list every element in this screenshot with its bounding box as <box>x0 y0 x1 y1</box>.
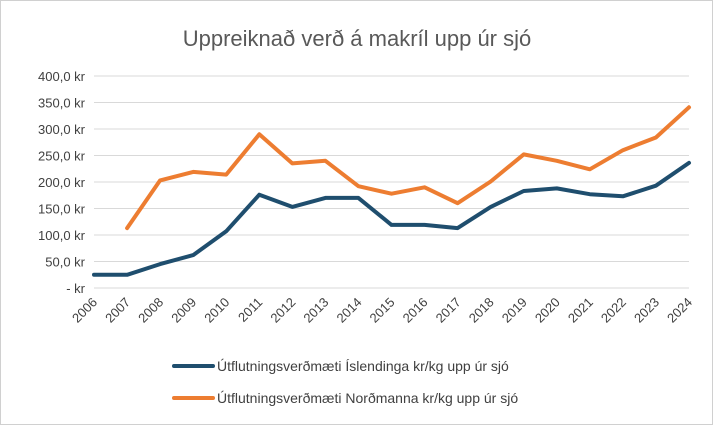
series-line-1 <box>125 105 691 231</box>
series-lines <box>92 105 691 277</box>
chart-title: Uppreiknað verð á makríl upp úr sjó <box>183 26 532 51</box>
x-tick-label: 2007 <box>102 295 133 326</box>
x-tick-label: 2019 <box>499 295 530 326</box>
y-tick-label: 250,0 kr <box>38 149 86 164</box>
y-tick-label: 150,0 kr <box>38 202 86 217</box>
x-tick-label: 2020 <box>532 295 563 326</box>
series-line-0 <box>92 160 691 277</box>
x-tick-label: 2012 <box>267 295 298 326</box>
x-tick-label: 2023 <box>631 295 662 326</box>
x-tick-label: 2015 <box>367 295 398 326</box>
legend-label-0: Útflutningsverðmæti Íslendinga kr/kg upp… <box>217 358 509 374</box>
x-axis-ticks: 2006 2007 2008 2009 2010 2011 2012 2013 2014 2015… <box>69 295 695 326</box>
x-tick-label: 2016 <box>400 295 431 326</box>
x-tick-label: 2010 <box>201 295 232 326</box>
x-tick-label: 2011 <box>235 295 265 325</box>
legend-label-1: Útflutningsverðmæti Norðmanna kr/kg upp … <box>217 390 518 406</box>
x-tick-label: 2014 <box>334 295 365 326</box>
x-tick-label: 2022 <box>598 295 629 326</box>
x-tick-label: 2017 <box>433 295 464 326</box>
y-tick-label: 50,0 kr <box>45 255 85 270</box>
y-tick-label: 350,0 kr <box>38 96 86 111</box>
x-tick-label: 2021 <box>565 295 596 326</box>
y-tick-label: 200,0 kr <box>38 175 86 190</box>
legend: Útflutningsverðmæti Íslendinga kr/kg upp… <box>172 358 518 406</box>
x-tick-label: 2009 <box>168 295 199 326</box>
y-tick-label: - kr <box>66 281 85 296</box>
x-tick-label: 2024 <box>664 295 695 326</box>
gridlines <box>94 75 689 289</box>
x-tick-label: 2006 <box>69 295 100 326</box>
y-axis-ticks: - kr 50,0 kr 100,0 kr 150,0 kr 200,0 kr 250,0… <box>38 69 86 296</box>
x-tick-label: 2018 <box>466 295 497 326</box>
x-tick-label: 2013 <box>300 295 331 326</box>
y-tick-label: 100,0 kr <box>38 228 86 243</box>
y-tick-label: 300,0 kr <box>38 122 86 137</box>
y-tick-label: 400,0 kr <box>38 69 86 84</box>
x-tick-label: 2008 <box>135 295 166 326</box>
